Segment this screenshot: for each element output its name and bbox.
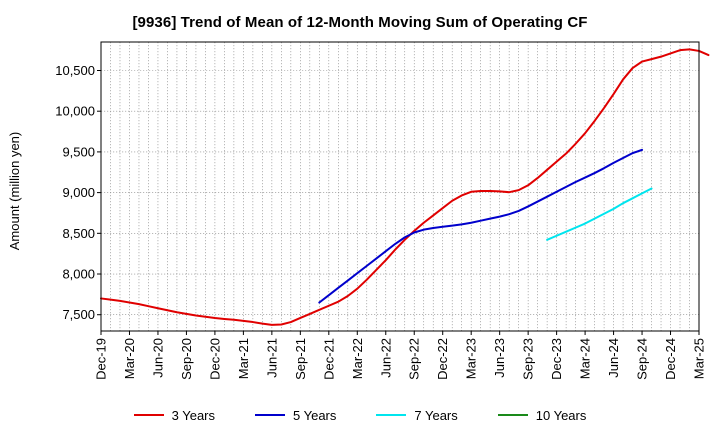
series-line-5-years [318, 148, 644, 304]
x-tick-label: Dec-21 [321, 338, 336, 380]
y-tick-label: 7,500 [62, 307, 95, 322]
x-tick-label: Mar-20 [122, 338, 137, 379]
legend-swatch [376, 414, 407, 416]
x-tick-label: Sep-20 [179, 338, 194, 380]
series-line-7-years [546, 187, 653, 241]
legend-item: 5 Years [255, 408, 336, 423]
series-line-3-years [100, 48, 710, 326]
x-tick-label: Mar-22 [350, 338, 365, 379]
legend-swatch [255, 414, 285, 416]
x-tick-label: Mar-21 [236, 338, 251, 379]
legend-label: 5 Years [293, 407, 337, 423]
y-tick-label: 8,000 [62, 267, 95, 282]
y-tick-label: 10,000 [55, 104, 95, 119]
x-tick-label: Jun-24 [606, 338, 621, 378]
y-tick-label: 9,500 [62, 144, 95, 159]
x-tick-label: Sep-23 [521, 338, 536, 380]
x-tick-label: Dec-22 [435, 338, 450, 380]
legend-item: 10 Years [497, 407, 587, 423]
chart-title: [9936] Trend of Mean of 12-Month Moving … [132, 14, 588, 31]
x-tick-label: Mar-25 [692, 338, 707, 379]
x-tick-label: Jun-21 [264, 338, 279, 378]
x-tick-label: Sep-24 [635, 338, 650, 380]
x-tick-label: Dec-19 [94, 338, 109, 380]
x-tick-label: Sep-22 [407, 338, 422, 380]
legend-label: 3 Years [171, 407, 215, 423]
x-tick-label: Mar-24 [578, 338, 593, 379]
legend-swatch [133, 414, 164, 416]
y-tick-label: 10,500 [55, 63, 95, 78]
x-tick-label: Dec-23 [549, 338, 564, 380]
legend-label: 10 Years [535, 407, 587, 423]
legend-label: 7 Years [414, 407, 458, 423]
x-tick-label: Dec-24 [663, 338, 678, 380]
x-tick-label: Jun-22 [378, 338, 393, 378]
y-tick-label: 8,500 [62, 226, 95, 241]
legend: 3 Years 5 Years 7 Years 10 Years [0, 404, 720, 426]
x-tick-label: Mar-23 [464, 338, 479, 379]
x-tick-label: Jun-20 [150, 338, 165, 378]
legend-item: 7 Years [376, 407, 458, 423]
x-tick-label: Sep-21 [293, 338, 308, 380]
x-tick-label: Jun-23 [492, 338, 507, 378]
legend-swatch [497, 414, 528, 416]
x-tick-label: Dec-20 [207, 338, 222, 380]
y-tick-label: 9,000 [62, 185, 95, 200]
y-axis-label: Amount (million yen) [7, 132, 22, 251]
plot-area-frame [100, 41, 700, 332]
legend-item: 3 Years [133, 407, 215, 423]
